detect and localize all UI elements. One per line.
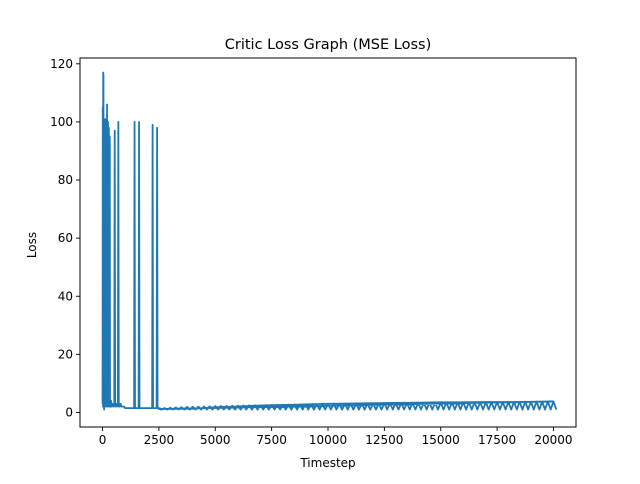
- chart-title: Critic Loss Graph (MSE Loss): [225, 37, 432, 53]
- x-tick-label: 5000: [200, 433, 231, 447]
- x-tick-label: 7500: [256, 433, 287, 447]
- x-tick-label: 12500: [365, 433, 403, 447]
- axes-frame: [79, 57, 577, 428]
- x-tick-label: 17500: [478, 433, 516, 447]
- y-tick-label: 60: [58, 231, 73, 245]
- x-axis-label: Timestep: [299, 456, 355, 470]
- x-tick-label: 0: [99, 433, 107, 447]
- x-tick-label: 15000: [422, 433, 460, 447]
- axis-ticks: 0 2500 5000 7500 10000 12500 15000 17500 20000 0 2…: [50, 57, 572, 447]
- y-tick-label: 120: [50, 57, 73, 71]
- x-tick-label: 2500: [144, 433, 175, 447]
- y-tick-label: 80: [58, 173, 73, 187]
- y-tick-label: 0: [65, 405, 73, 419]
- y-axis-label: Loss: [25, 232, 39, 258]
- loss-series-line: [101, 71, 558, 411]
- x-tick-label: 10000: [309, 433, 347, 447]
- y-tick-label: 40: [58, 289, 73, 303]
- plot-area: [101, 71, 558, 411]
- y-tick-label: 20: [58, 347, 73, 361]
- x-tick-label: 20000: [534, 433, 572, 447]
- y-tick-label: 100: [50, 115, 73, 129]
